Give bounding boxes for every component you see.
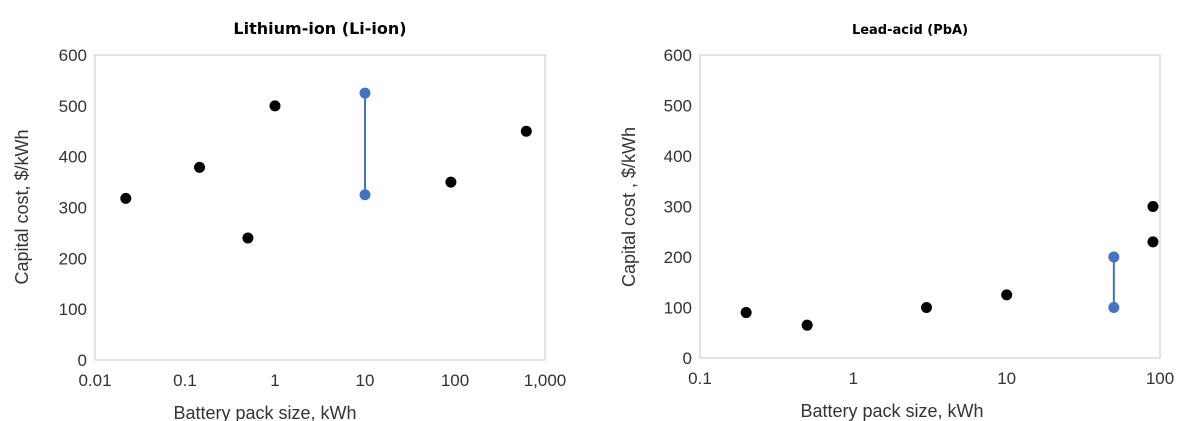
- chart-li-ion-svg: Lithium-ion (Li-ion) 0 100 200 300 400 500 600…: [12, 19, 567, 421]
- y-tick-label: 0: [683, 349, 692, 368]
- chart-marks: 0 100 200 300 400 500 600 0.1 1 10 100: [664, 46, 1175, 388]
- plot-frame: [94, 54, 546, 361]
- data-point: [1147, 201, 1159, 212]
- range-point-min: [1108, 302, 1120, 313]
- data-point: [194, 161, 206, 173]
- data-point: [445, 176, 457, 188]
- y-tick-label: 0: [78, 351, 87, 370]
- y-tick-label: 400: [664, 147, 692, 166]
- data-point: [1001, 289, 1013, 301]
- plot-frame: [699, 54, 1161, 359]
- x-tick-label: 1: [270, 371, 279, 390]
- chart-lead-acid: Lead-acid (PbA) 0 100 200 300 400 500 600 0.1 1 1…: [600, 0, 1187, 421]
- x-axis-label: Battery pack size, kWh: [173, 403, 356, 421]
- data-point: [920, 302, 932, 313]
- x-tick-label: 10: [997, 369, 1016, 388]
- y-tick-label: 300: [664, 198, 692, 217]
- y-tick-label: 200: [59, 249, 87, 268]
- y-tick-label: 100: [664, 299, 692, 318]
- x-tick-label: 1,000: [524, 371, 567, 390]
- range-point-max: [359, 87, 371, 99]
- chart-marks: 0 100 200 300 400 500 600 0.01 0.1 1 10 100 1,000: [59, 46, 567, 390]
- chart-title: Lead-acid (PbA): [852, 23, 968, 38]
- data-point: [740, 307, 752, 319]
- y-axis-label: Capital cost , $/kWh: [619, 127, 639, 287]
- data-point: [242, 232, 254, 244]
- y-tick-label: 500: [59, 97, 87, 116]
- x-tick-label: 0.1: [688, 369, 712, 388]
- y-tick-label: 300: [59, 199, 87, 218]
- data-point: [801, 319, 813, 331]
- data-point: [520, 125, 532, 137]
- y-tick-label: 100: [59, 300, 87, 319]
- data-point: [1147, 236, 1159, 248]
- x-tick-label: 100: [1146, 369, 1174, 388]
- x-tick-label: 1: [849, 369, 858, 388]
- y-tick-label: 400: [59, 148, 87, 167]
- range-point-max: [1108, 251, 1120, 263]
- y-axis-label: Capital cost, $/kWh: [12, 129, 32, 284]
- x-tick-label: 0.01: [78, 371, 111, 390]
- data-point: [269, 100, 281, 112]
- data-point: [120, 192, 132, 204]
- chart-li-ion: Lithium-ion (Li-ion) 0 100 200 300 400 500 600…: [0, 0, 590, 421]
- chart-title: Lithium-ion (Li-ion): [233, 19, 406, 38]
- range-point-min: [359, 189, 371, 201]
- y-tick-label: 200: [664, 248, 692, 267]
- y-tick-label: 600: [664, 46, 692, 65]
- x-axis-label: Battery pack size, kWh: [800, 401, 983, 421]
- x-tick-label: 10: [356, 371, 375, 390]
- x-tick-label: 100: [441, 371, 469, 390]
- chart-lead-acid-svg: Lead-acid (PbA) 0 100 200 300 400 500 600 0.1 1 1…: [619, 23, 1175, 421]
- x-tick-label: 0.1: [173, 371, 197, 390]
- y-tick-label: 600: [59, 46, 87, 65]
- y-tick-label: 500: [664, 97, 692, 116]
